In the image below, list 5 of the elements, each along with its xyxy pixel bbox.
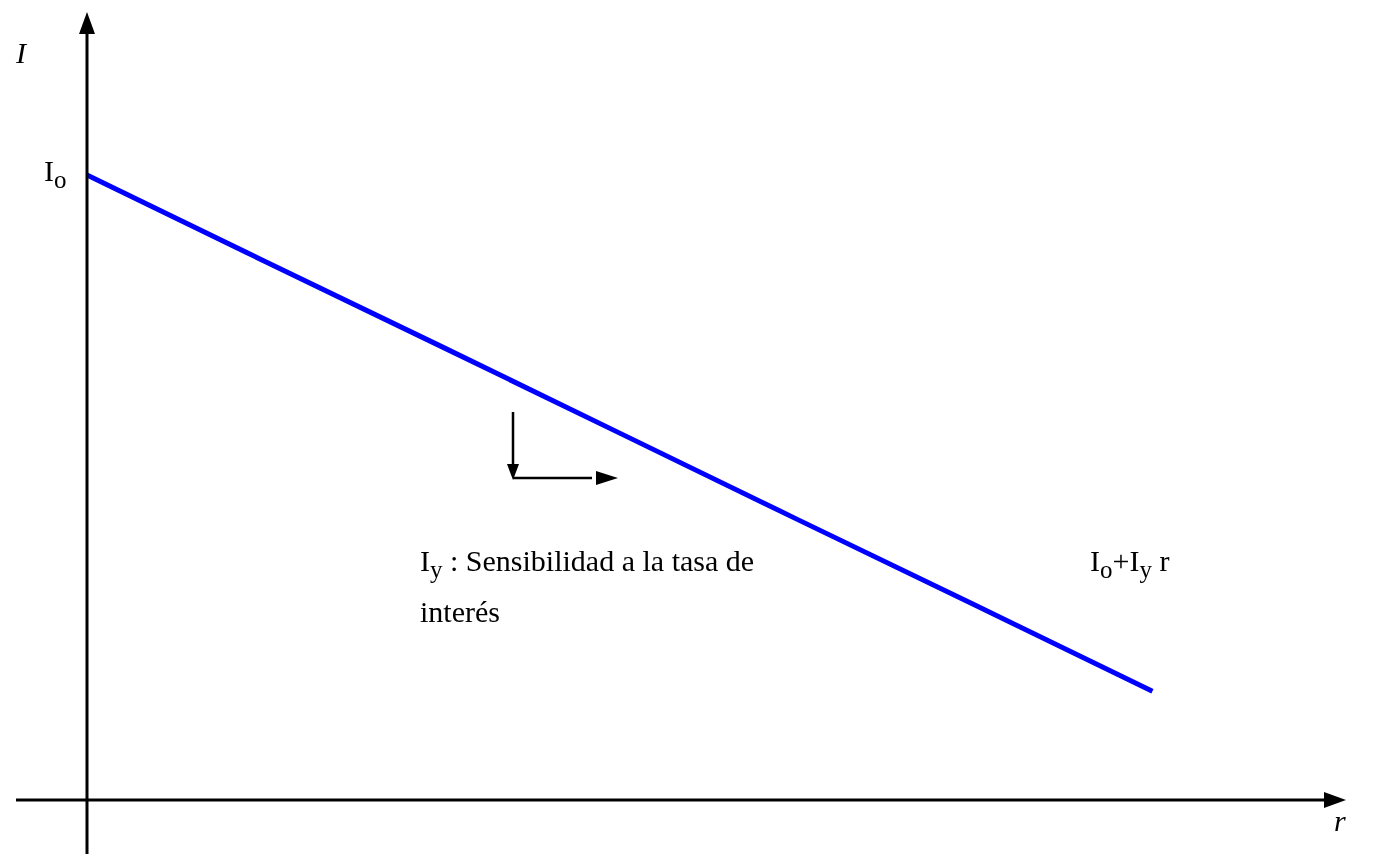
annotation: I$_{o}$+I$_{y}$ r [1090, 543, 1171, 585]
y-axis-title: I [16, 35, 26, 71]
annotation: I$_{y}$ : Sensibilidad a la tasa de interés [420, 543, 756, 630]
annotation: I$_{o}$ [44, 153, 68, 195]
x-axis-title: r [1334, 803, 1346, 839]
